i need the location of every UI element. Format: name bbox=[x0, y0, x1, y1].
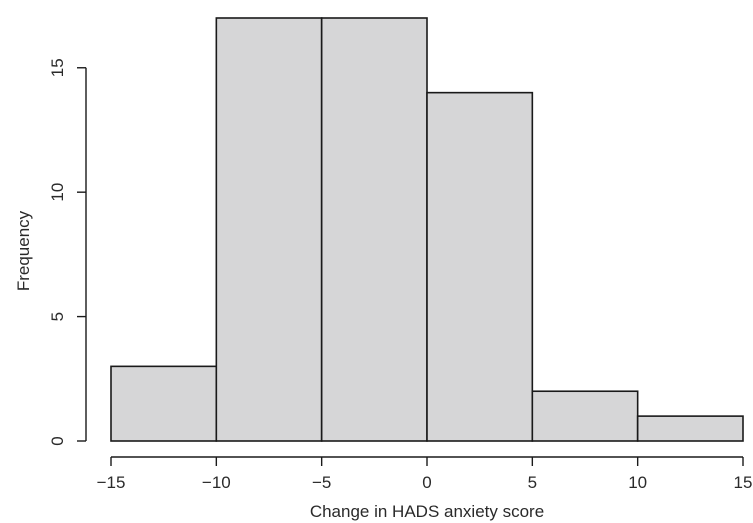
x-tick-label: 5 bbox=[528, 473, 537, 492]
x-tick-label: 15 bbox=[734, 473, 753, 492]
histogram-bar-3 bbox=[426, 91, 534, 442]
histogram-bar-1 bbox=[215, 17, 323, 442]
bars-group bbox=[110, 17, 744, 442]
histogram-bar-0 bbox=[110, 365, 218, 442]
x-tick-label: 0 bbox=[422, 473, 431, 492]
y-tick-label: 15 bbox=[48, 58, 67, 77]
x-tick-label: −10 bbox=[202, 473, 231, 492]
histogram-bar-5 bbox=[636, 415, 744, 442]
x-axis-label: Change in HADS anxiety score bbox=[310, 502, 544, 521]
y-tick-label: 0 bbox=[48, 436, 67, 445]
x-tick-label: −15 bbox=[97, 473, 126, 492]
y-tick-label: 10 bbox=[48, 183, 67, 202]
y-axis-label: Frequency bbox=[14, 210, 33, 291]
histogram-bar-4 bbox=[531, 390, 639, 442]
y-axis: 0 5 10 15 bbox=[48, 58, 87, 446]
y-tick-label: 5 bbox=[48, 312, 67, 321]
histogram-bar-2 bbox=[320, 17, 428, 442]
x-tick-label: 10 bbox=[628, 473, 647, 492]
x-tick-label: −5 bbox=[312, 473, 331, 492]
x-axis: −15 −10 −5 0 5 10 15 bbox=[97, 456, 753, 492]
